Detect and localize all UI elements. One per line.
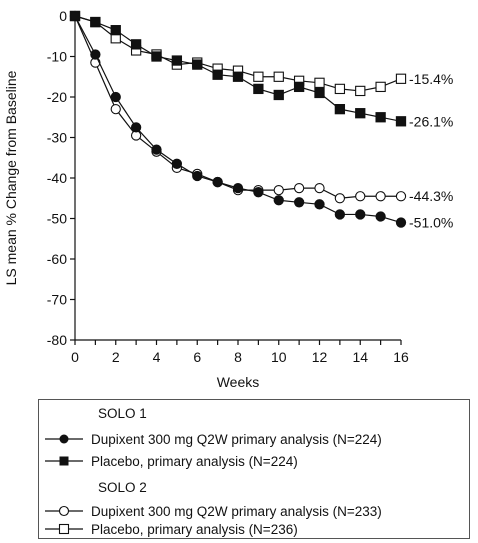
x-tick-label: 14: [352, 349, 368, 365]
y-tick-label: -60: [47, 251, 67, 267]
x-tick-label: 0: [71, 349, 79, 365]
data-point: [376, 192, 385, 201]
legend-item: Dupixent 300 mg Q2W primary analysis (N=…: [43, 430, 382, 448]
data-point: [213, 70, 222, 79]
data-point: [295, 198, 304, 207]
data-point: [132, 40, 141, 49]
y-tick-label: -10: [47, 49, 67, 65]
legend-item: Placebo, primary analysis (N=224): [43, 452, 298, 470]
x-tick-label: 10: [271, 349, 287, 365]
line-chart: 0-10-20-30-40-50-60-70-80 0 2 4 6 8 10 12 14 16 …: [0, 0, 478, 400]
x-tick-label: 6: [193, 349, 201, 365]
chart-axes: [75, 16, 401, 340]
data-point: [315, 78, 324, 87]
data-point: [335, 84, 344, 93]
data-point: [396, 218, 405, 227]
data-point: [152, 52, 161, 61]
y-tick-label: -50: [47, 211, 67, 227]
data-point: [233, 184, 242, 193]
y-tick-label: -70: [47, 292, 67, 308]
data-point: [193, 171, 202, 180]
data-point: [356, 210, 365, 219]
end-value-label: -44.3%: [409, 188, 453, 204]
data-point: [396, 74, 405, 83]
chart-legend: SOLO 1 Dupixent 300 mg Q2W primary analy…: [38, 399, 470, 539]
data-point: [274, 72, 283, 81]
y-tick-label: -20: [47, 89, 67, 105]
x-tick-label: 16: [393, 349, 409, 365]
data-point: [274, 196, 283, 205]
series-layer: [70, 11, 405, 227]
open-square-marker-icon: [43, 520, 85, 538]
y-tick-label: 0: [59, 8, 67, 24]
data-point: [274, 186, 283, 195]
legend-item: Placebo, primary analysis (N=236): [43, 520, 298, 538]
y-axis-label: LS mean % Change from Baseline: [3, 70, 19, 285]
filled-square-marker-icon: [43, 452, 85, 470]
data-point: [376, 113, 385, 122]
data-point: [111, 92, 120, 101]
y-tick-label: -30: [47, 130, 67, 146]
legend-group-title: SOLO 2: [98, 480, 147, 495]
data-point: [274, 90, 283, 99]
data-point: [335, 194, 344, 203]
legend-group-title: SOLO 1: [98, 406, 147, 421]
x-tick-label: 12: [312, 349, 328, 365]
y-tick-label: -80: [47, 332, 67, 348]
end-labels: -51.0% -26.1% -44.3% -15.4%: [409, 71, 453, 231]
data-point: [335, 105, 344, 114]
x-tick-label: 2: [112, 349, 120, 365]
data-point: [70, 11, 79, 20]
end-value-label: -51.0%: [409, 215, 453, 231]
x-tick-label: 8: [234, 349, 242, 365]
data-point: [315, 200, 324, 209]
data-point: [172, 159, 181, 168]
data-point: [213, 177, 222, 186]
end-value-label: -26.1%: [409, 113, 453, 129]
data-point: [356, 86, 365, 95]
legend-label: Placebo, primary analysis (N=224): [91, 454, 298, 469]
data-point: [376, 82, 385, 91]
filled-circle-marker-icon: [43, 430, 85, 448]
data-point: [193, 60, 202, 69]
data-point: [376, 212, 385, 221]
data-point: [91, 17, 100, 26]
legend-label: Dupixent 300 mg Q2W primary analysis (N=…: [91, 432, 382, 447]
legend-label: Placebo, primary analysis (N=236): [91, 522, 298, 537]
data-point: [295, 184, 304, 193]
data-point: [91, 50, 100, 59]
data-point: [254, 72, 263, 81]
data-point: [111, 26, 120, 35]
data-point: [254, 84, 263, 93]
series-open-square: [70, 11, 405, 95]
data-point: [396, 117, 405, 126]
y-ticks: 0 -10 -20 -30 -40 -50 -60 -70 -80: [47, 8, 75, 348]
y-tick-label: -40: [47, 170, 67, 186]
data-point: [254, 188, 263, 197]
data-point: [172, 56, 181, 65]
data-point: [396, 192, 405, 201]
legend-label: Dupixent 300 mg Q2W primary analysis (N=…: [91, 504, 382, 519]
data-point: [315, 184, 324, 193]
data-point: [295, 82, 304, 91]
data-point: [356, 109, 365, 118]
legend-item: Dupixent 300 mg Q2W primary analysis (N=…: [43, 502, 382, 520]
data-point: [132, 123, 141, 132]
data-point: [356, 192, 365, 201]
x-tick-label: 4: [153, 349, 161, 365]
data-point: [315, 88, 324, 97]
x-axis-label: Weeks: [217, 374, 260, 390]
data-point: [335, 210, 344, 219]
data-point: [233, 72, 242, 81]
end-value-label: -15.4%: [409, 71, 453, 87]
data-point: [111, 105, 120, 114]
open-circle-marker-icon: [43, 502, 85, 520]
data-point: [152, 145, 161, 154]
x-ticks: 0 2 4 6 8 10 12 14 16: [71, 340, 409, 365]
